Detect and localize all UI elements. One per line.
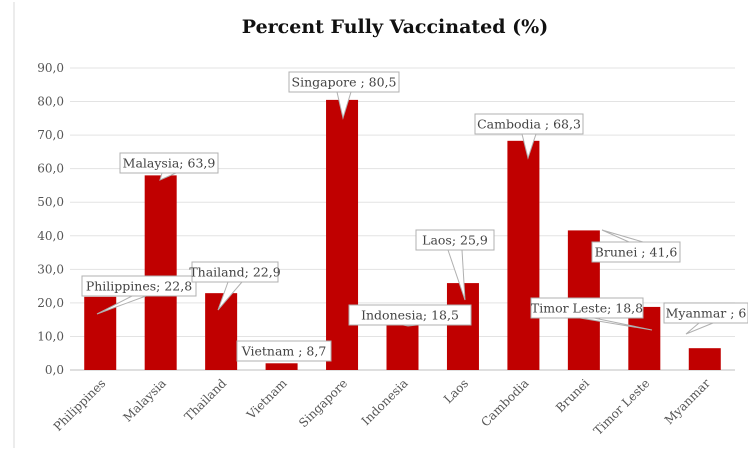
data-label-text: Brunei ; 41,6 <box>595 245 678 260</box>
x-tick-label: Thailand <box>182 376 230 424</box>
data-label-timor-leste: Timor Leste; 18,8 <box>530 297 653 331</box>
bar-laos <box>446 283 479 370</box>
x-tick-label: Laos <box>441 376 471 406</box>
callout-box <box>415 229 495 251</box>
x-tick-label: Brunei <box>553 376 592 415</box>
callout-box <box>81 275 197 297</box>
data-label-text: Vietnam ; 8,7 <box>241 344 327 359</box>
data-label-text: Singapore ; 80,5 <box>292 75 397 90</box>
callout-box <box>236 340 332 362</box>
y-tick-label: 90,0 <box>37 61 64 75</box>
data-label-malaysia: Malaysia; 63,9 <box>119 152 219 181</box>
callout-box <box>119 152 219 174</box>
data-label-vietnam: Vietnam ; 8,7 <box>236 340 332 362</box>
data-label-brunei: Brunei ; 41,6 <box>591 229 681 263</box>
y-tick-label: 20,0 <box>37 296 64 310</box>
y-tick-label: 40,0 <box>37 229 64 243</box>
y-tick-label: 10,0 <box>37 329 64 343</box>
data-label-cambodia: Cambodia ; 68,3 <box>474 113 584 160</box>
y-tick-label: 80,0 <box>37 95 64 109</box>
callout-box <box>474 113 584 135</box>
bar-myanmar <box>688 348 721 370</box>
callout-box <box>191 261 279 283</box>
y-tick-label: 50,0 <box>37 195 64 209</box>
callout-box <box>663 302 748 324</box>
data-label-text: Laos; 25,9 <box>422 233 488 248</box>
callout-box <box>530 297 644 319</box>
data-label-indonesia: Indonesia; 18,5 <box>348 304 472 327</box>
data-label-text: Cambodia ; 68,3 <box>477 117 581 132</box>
bar-singapore <box>326 99 359 370</box>
bar-vietnam <box>265 363 298 370</box>
bar-indonesia <box>386 324 419 370</box>
x-tick-label: Timor Leste <box>591 376 653 438</box>
data-label-myanmar: Myanmar ; 6 <box>663 302 748 335</box>
x-tick-label: Cambodia <box>478 376 531 429</box>
data-label-text: Thailand; 22,9 <box>189 265 280 280</box>
x-tick-label: Singapore <box>296 376 350 430</box>
data-label-text: Myanmar ; 6 <box>666 306 747 321</box>
data-label-laos: Laos; 25,9 <box>415 229 495 301</box>
y-tick-label: 0,0 <box>45 363 64 377</box>
x-tick-label: Philippines <box>51 376 109 434</box>
y-tick-label: 60,0 <box>37 162 64 176</box>
x-tick-label: Indonesia <box>359 376 411 428</box>
x-tick-label: Vietnam <box>243 376 290 423</box>
data-label-text: Philippines; 22,8 <box>86 279 192 294</box>
x-tick-label: Myanmar <box>662 376 713 427</box>
callout-box <box>348 304 472 326</box>
callout-box <box>591 241 681 263</box>
data-label-text: Timor Leste; 18,8 <box>531 301 643 316</box>
data-label-text: Indonesia; 18,5 <box>361 308 459 323</box>
y-tick-label: 30,0 <box>37 262 64 276</box>
bar-cambodia <box>507 140 540 370</box>
callout-pointer <box>685 322 714 335</box>
y-tick-label: 70,0 <box>37 128 64 142</box>
data-label-text: Malaysia; 63,9 <box>123 156 216 171</box>
chart-title: Percent Fully Vaccinated (%) <box>242 16 548 38</box>
callout-box <box>288 71 400 93</box>
x-tick-label: Malaysia <box>120 376 168 424</box>
data-label-singapore: Singapore ; 80,5 <box>288 71 400 120</box>
data-label-philippines: Philippines; 22,8 <box>81 275 197 315</box>
data-label-thailand: Thailand; 22,9 <box>189 261 281 311</box>
bar-malaysia <box>144 175 177 370</box>
